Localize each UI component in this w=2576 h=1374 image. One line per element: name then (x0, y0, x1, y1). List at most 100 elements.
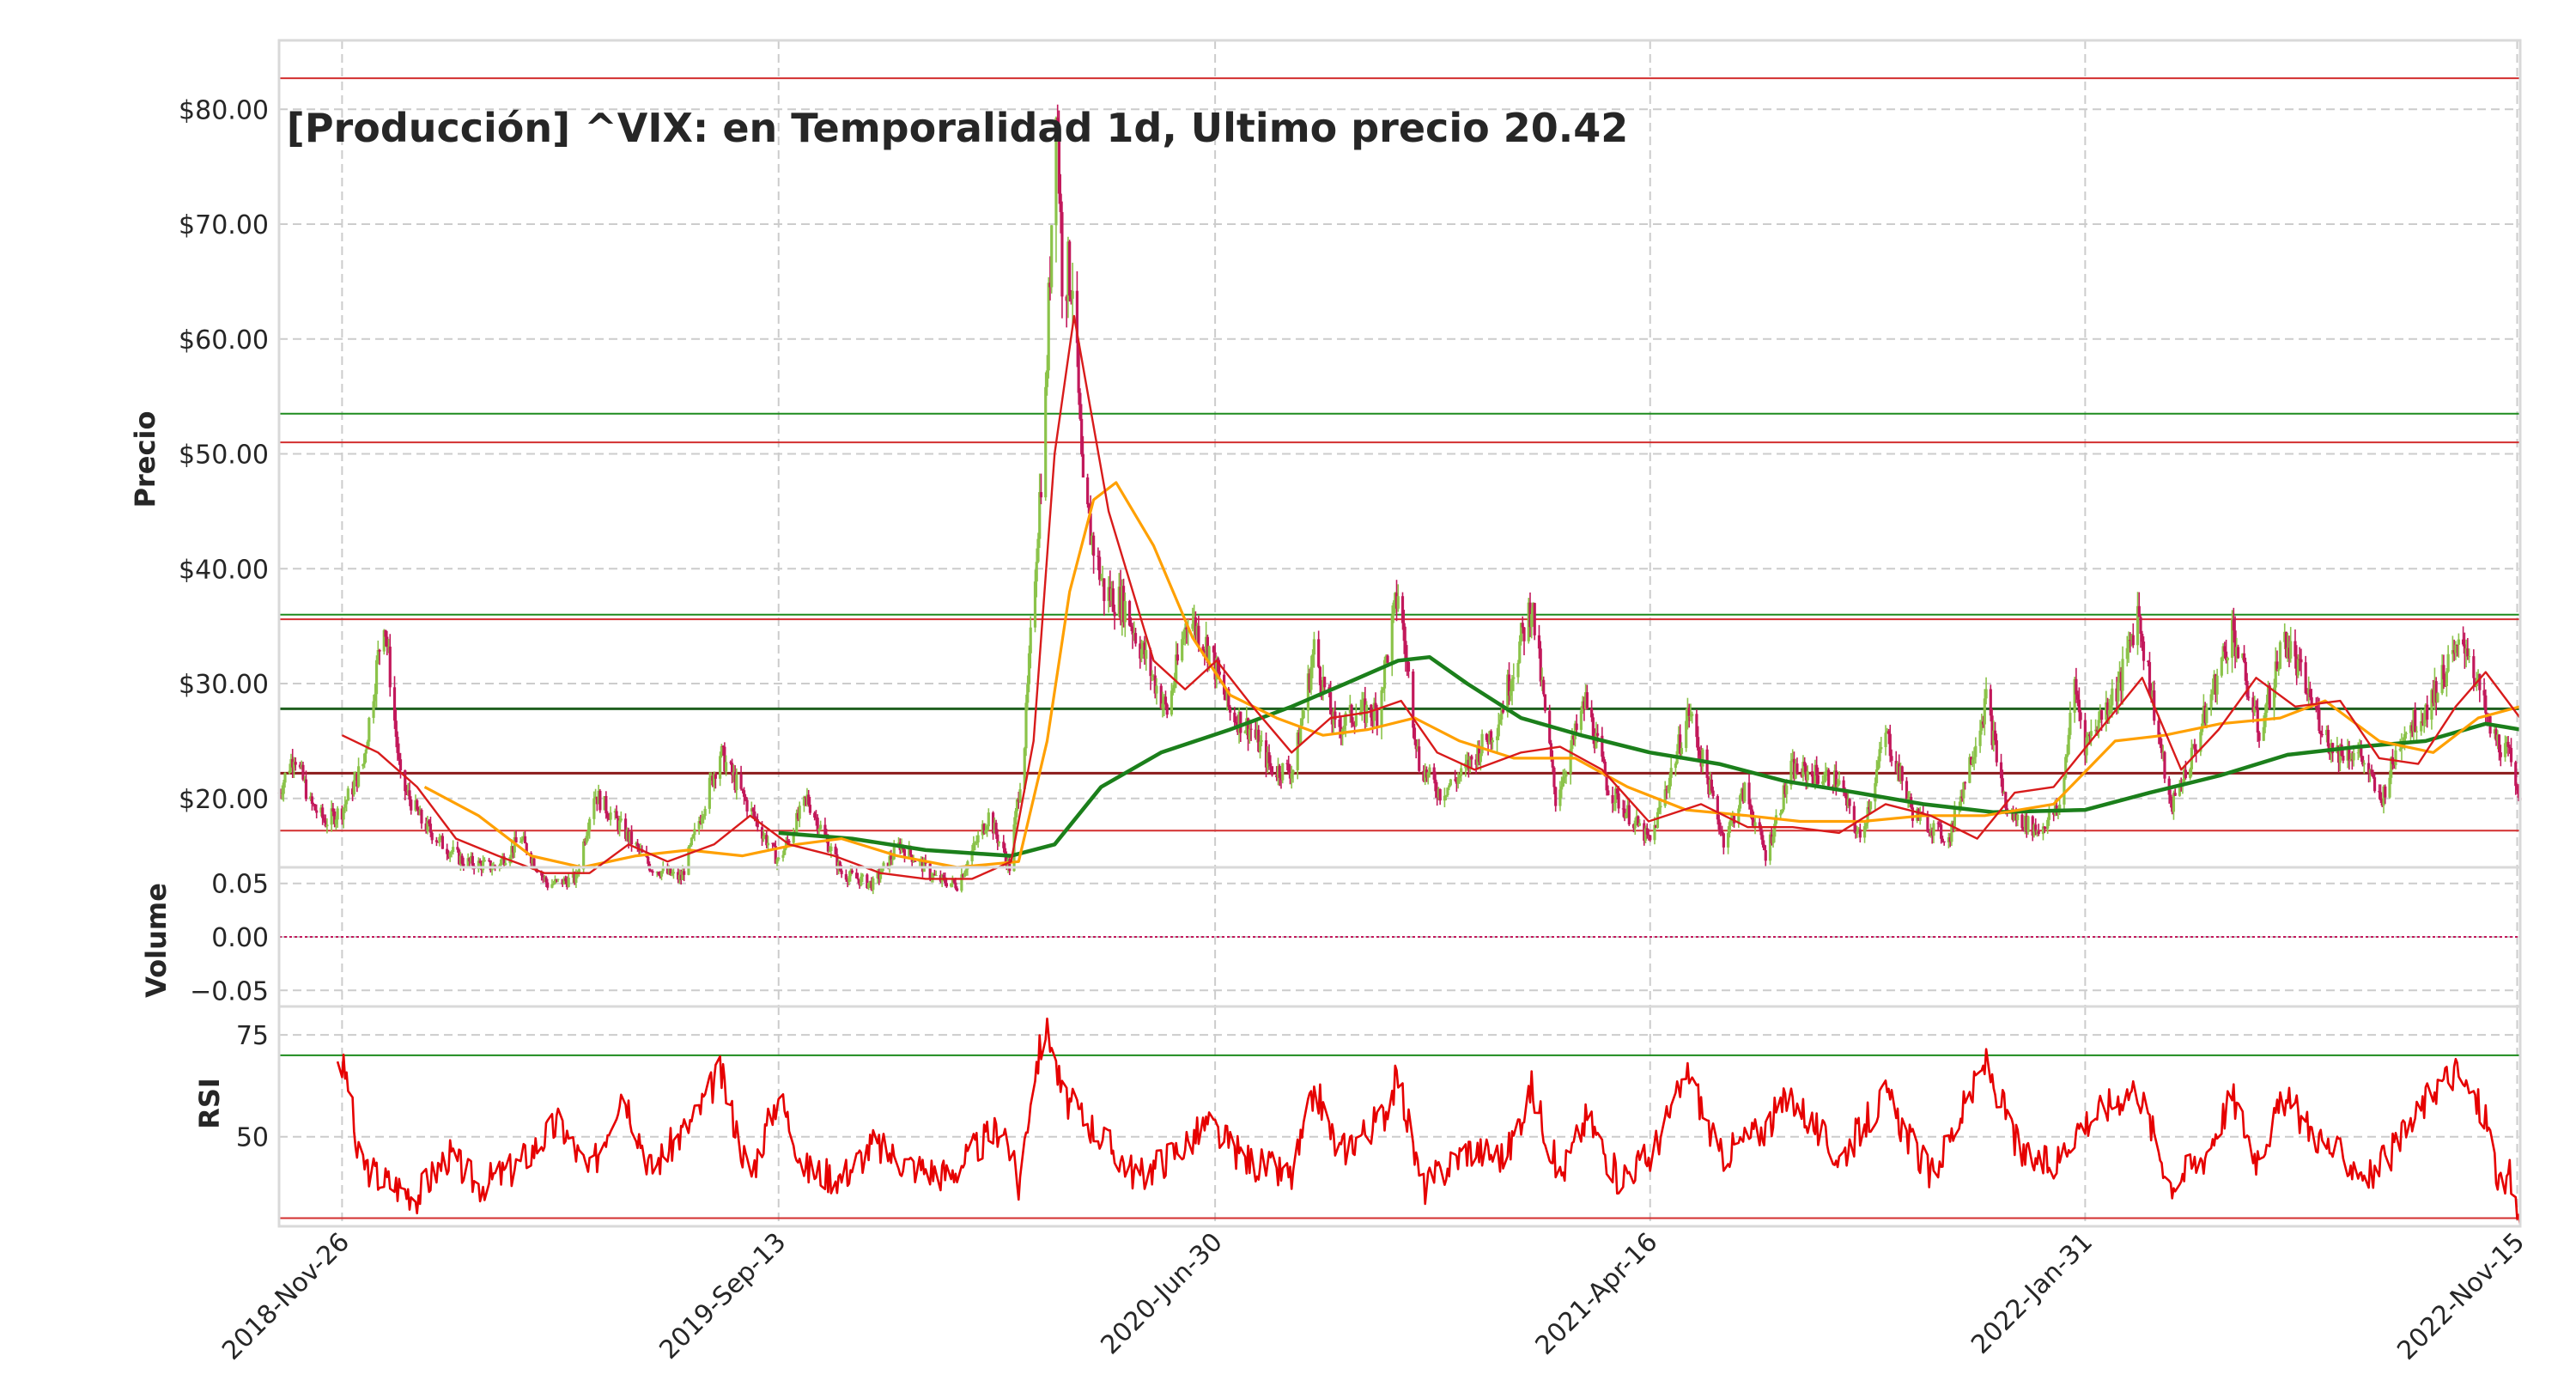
candle-body (2289, 641, 2293, 659)
candle-body (1926, 814, 1929, 832)
candle-body (1900, 766, 1904, 781)
candle-body (1255, 729, 1259, 739)
candle-body (2338, 745, 2342, 763)
candle-body (2388, 777, 2391, 798)
candle-body (1964, 782, 1967, 784)
candle-body (430, 832, 434, 841)
candle-body (2251, 697, 2255, 713)
candle-body (595, 796, 598, 805)
candle-body (1792, 758, 1796, 779)
candle-body (709, 775, 713, 778)
candle-body (2463, 644, 2466, 654)
candle-body (1804, 766, 1808, 781)
candle-body (807, 794, 811, 806)
candle-body (605, 813, 610, 818)
candle-body (1659, 806, 1662, 808)
candle-body (1195, 625, 1199, 635)
candle-body (2199, 732, 2202, 752)
candle-body (1033, 581, 1037, 628)
candle-body (934, 875, 938, 877)
candle-body (2032, 824, 2036, 836)
candle-body (352, 780, 355, 795)
candle-body (573, 872, 576, 883)
rsi-series (336, 1017, 2522, 1225)
candle-body (1854, 825, 1857, 834)
candle-body (635, 842, 638, 845)
x-tick-label: 2020-Jun-30 (1095, 1227, 1228, 1360)
candle-body (1615, 788, 1619, 793)
candle-body (2241, 653, 2245, 659)
candle-body (384, 629, 387, 637)
candle-body (343, 804, 347, 808)
candle-body (607, 817, 611, 820)
candle-body (671, 873, 674, 875)
candle-body (1932, 823, 1935, 836)
candle-body (603, 796, 606, 811)
candle-body (1044, 386, 1048, 498)
candle-body (1952, 823, 1955, 827)
candle-body (1362, 698, 1365, 701)
candle-body (1390, 615, 1394, 663)
candle-body (2195, 749, 2198, 752)
candle-body (2088, 734, 2092, 736)
candle-body (1884, 733, 1887, 747)
candle-body (1099, 579, 1103, 581)
candle-body (322, 818, 326, 821)
candle-body (2320, 733, 2324, 736)
candle-body (689, 845, 692, 848)
candle-body (711, 775, 714, 786)
candle-body (502, 856, 506, 866)
candle-body (1017, 799, 1020, 802)
candle-body (1993, 730, 1997, 741)
candle-body (1575, 723, 1578, 730)
candle-body (2163, 751, 2166, 779)
candle-body (886, 862, 890, 868)
candle-body (1412, 671, 1415, 728)
candle-body (1372, 702, 1376, 721)
candle-body (1542, 679, 1546, 695)
candle-body (1815, 764, 1819, 775)
candle-body (659, 874, 662, 877)
candle-body (784, 840, 788, 849)
candle-body (912, 860, 915, 862)
candle-body (766, 842, 770, 846)
candle-body (364, 749, 368, 754)
candle-body (324, 820, 327, 827)
candle-body (1801, 762, 1805, 777)
candle-body (2424, 704, 2427, 721)
candle-body (511, 846, 515, 853)
candle-body (613, 811, 617, 813)
candle-body (487, 860, 491, 861)
candle-body (2205, 707, 2208, 723)
candle-body (1657, 807, 1661, 812)
candle-body (334, 819, 337, 824)
candle-body (2451, 650, 2454, 654)
candle-body (418, 810, 422, 816)
candle-body (585, 836, 588, 843)
candle-body (386, 636, 389, 647)
candle-body (1243, 731, 1247, 733)
candle-body (1729, 818, 1733, 823)
candle-body (2346, 749, 2349, 761)
candle-body (732, 772, 735, 775)
candle-body (1103, 578, 1106, 601)
candle-body (615, 811, 618, 818)
candle-body (1297, 732, 1301, 745)
candle-body (802, 796, 806, 806)
candle-body (932, 873, 935, 879)
candle-body (1078, 392, 1082, 419)
candle-body (356, 766, 361, 787)
candle-body (2420, 720, 2423, 732)
candle-body (1495, 736, 1499, 740)
candle-body (1317, 639, 1321, 667)
candle-body (962, 874, 965, 878)
candle-body (1992, 730, 1996, 745)
candle-body (1109, 588, 1114, 601)
candle-body (1402, 623, 1406, 641)
candle-body (798, 806, 801, 819)
candle-body (951, 879, 954, 884)
candle-body (2073, 678, 2076, 713)
candle-body (426, 820, 429, 831)
candle-body (1468, 756, 1472, 769)
candle-body (2202, 705, 2205, 724)
